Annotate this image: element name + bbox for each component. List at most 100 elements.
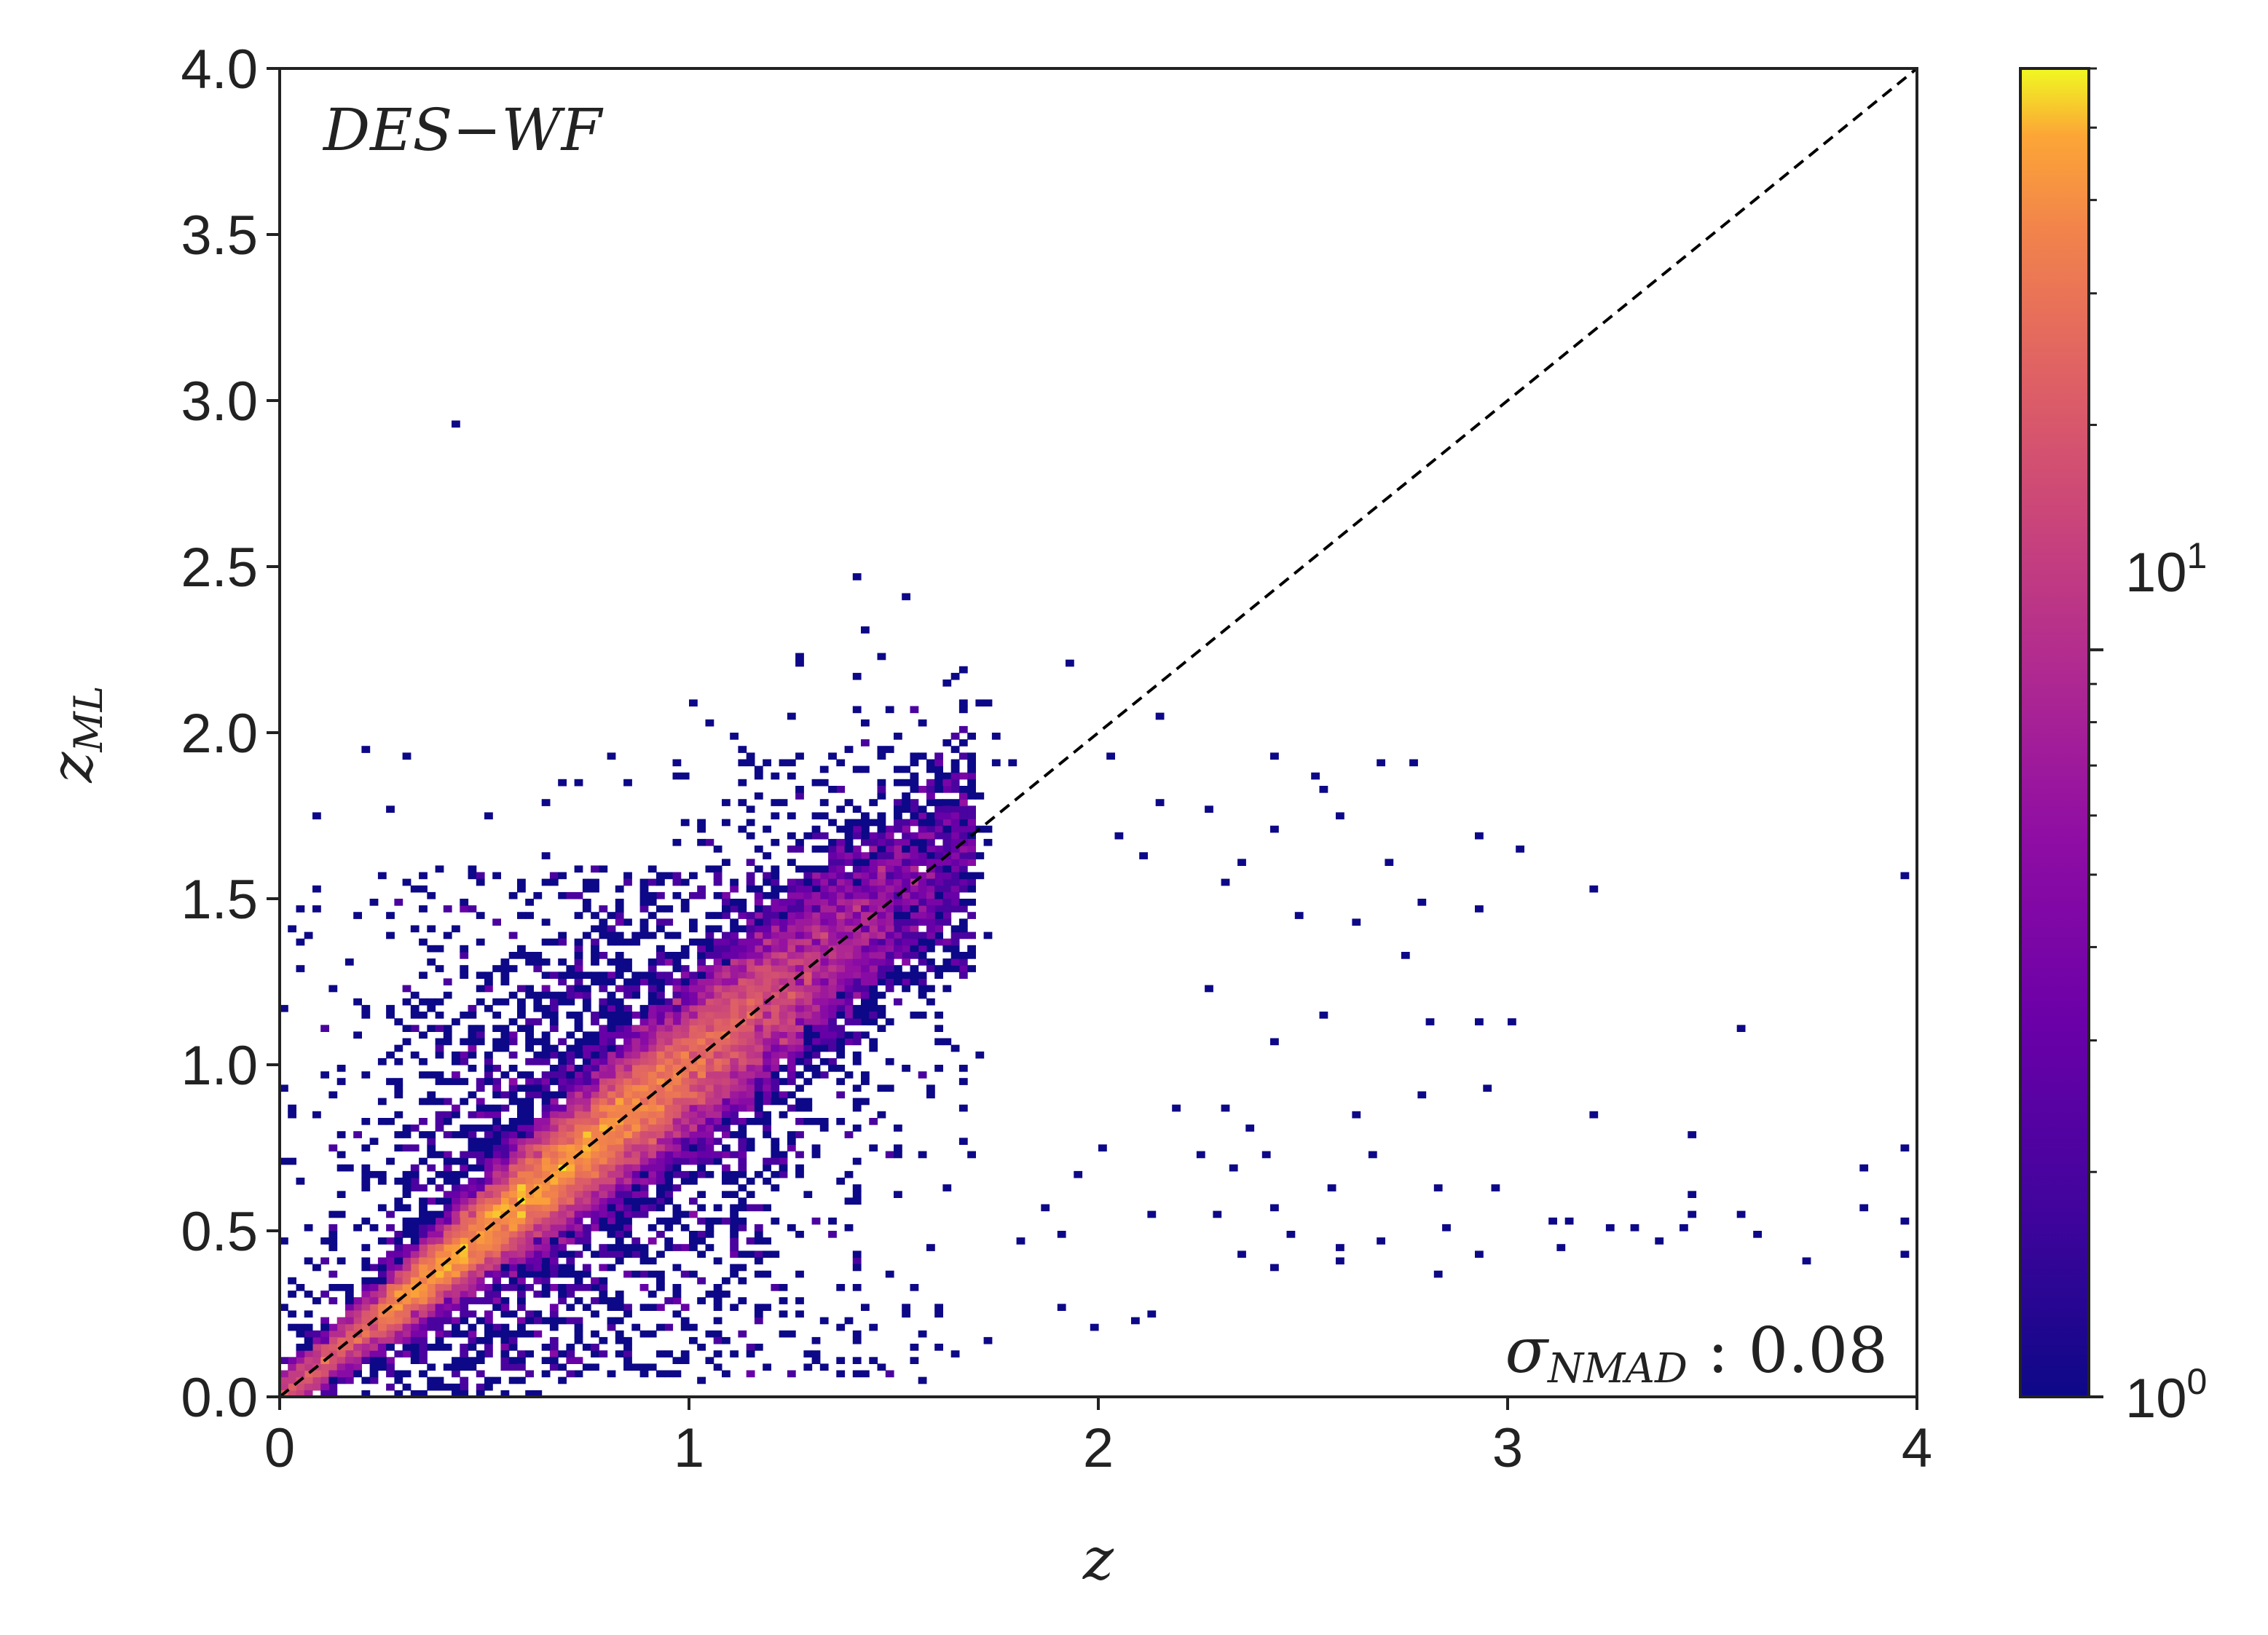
- heatmap-cell: [910, 859, 919, 866]
- heatmap-cell: [476, 1210, 485, 1218]
- heatmap-cell: [656, 1038, 665, 1046]
- heatmap-cell: [296, 938, 305, 946]
- heatmap-cell: [549, 1098, 559, 1106]
- heatmap-cell: [296, 1363, 305, 1371]
- heatmap-cell: [787, 918, 796, 926]
- heatmap-cell: [656, 1018, 665, 1025]
- heatmap-cell: [566, 1357, 575, 1364]
- heatmap-cell: [1630, 1224, 1639, 1232]
- heatmap-cell: [1433, 1184, 1443, 1191]
- heatmap-cell: [599, 1204, 608, 1212]
- heatmap-cell: [484, 1164, 493, 1172]
- heatmap-cell: [795, 885, 804, 893]
- heatmap-cell: [517, 1357, 526, 1364]
- heatmap-cell: [730, 1065, 739, 1072]
- heatmap-cell: [885, 1151, 894, 1159]
- heatmap-cell: [607, 1057, 616, 1065]
- heatmap-cell: [689, 978, 698, 986]
- heatmap-cell: [427, 1310, 436, 1318]
- heatmap-cell: [369, 1330, 379, 1338]
- heatmap-cell: [958, 799, 968, 806]
- heatmap-cell: [582, 1138, 591, 1145]
- heatmap-cell: [738, 1164, 747, 1172]
- heatmap-cell: [647, 899, 657, 906]
- heatmap-cell: [517, 1210, 526, 1218]
- heatmap-cell: [361, 1264, 371, 1272]
- heatmap-cell: [1417, 1091, 1427, 1099]
- heatmap-cell: [492, 1257, 501, 1265]
- heatmap-cell: [722, 1044, 731, 1052]
- heatmap-cell: [533, 998, 543, 1006]
- heatmap-cell: [958, 899, 968, 906]
- heatmap-cell: [869, 985, 878, 993]
- heatmap-cell: [819, 998, 829, 1006]
- heatmap-cell: [328, 1363, 338, 1371]
- heatmap-cell: [844, 985, 854, 993]
- heatmap-cell: [811, 865, 821, 873]
- heatmap-cell: [656, 1204, 665, 1212]
- heatmap-cell: [402, 1244, 412, 1251]
- heatmap-cell: [484, 1078, 493, 1085]
- heatmap-cell: [452, 925, 460, 933]
- heatmap-cell: [852, 978, 862, 986]
- heatmap-cell: [591, 925, 599, 933]
- heatmap-cell: [369, 1350, 379, 1358]
- heatmap-cell: [304, 1323, 313, 1331]
- heatmap-cell: [419, 1217, 428, 1225]
- heatmap-cell: [377, 1098, 387, 1106]
- heatmap-cell: [468, 1224, 477, 1232]
- heatmap-cell: [566, 1131, 575, 1138]
- heatmap-cell: [419, 1336, 428, 1344]
- heatmap-cell: [746, 1237, 755, 1245]
- heatmap-cell: [599, 1170, 608, 1178]
- heatmap-cell: [452, 1184, 460, 1191]
- heatmap-cell: [639, 1044, 649, 1052]
- heatmap-cell: [754, 885, 763, 893]
- heatmap-cell: [697, 1111, 706, 1119]
- heatmap-cell: [623, 1344, 632, 1351]
- heatmap-cell: [533, 1084, 543, 1092]
- heatmap-cell: [541, 1197, 551, 1205]
- heatmap-cell: [713, 925, 722, 933]
- heatmap-cell: [885, 832, 894, 840]
- heatmap-cell: [738, 1250, 747, 1258]
- heatmap-cell: [869, 872, 878, 880]
- heatmap-cell: [819, 872, 829, 880]
- heatmap-cell: [942, 859, 952, 866]
- heatmap-cell: [615, 1304, 624, 1311]
- heatmap-cell: [983, 699, 993, 707]
- heatmap-cell: [910, 885, 919, 893]
- heatmap-cell: [967, 779, 976, 787]
- heatmap-cell: [386, 805, 395, 813]
- heatmap-cell: [942, 912, 952, 919]
- heatmap-cell: [672, 1170, 682, 1178]
- heatmap-cell: [476, 1124, 485, 1132]
- heatmap-cell: [533, 1078, 543, 1085]
- heatmap-cell: [819, 965, 829, 972]
- heatmap-cell: [819, 878, 829, 886]
- heatmap-cell: [730, 1031, 739, 1039]
- heatmap-cell: [918, 891, 927, 899]
- heatmap-cell: [664, 1012, 674, 1019]
- heatmap-cell: [517, 1191, 526, 1198]
- heatmap-cell: [386, 1257, 395, 1265]
- heatmap-cell: [549, 1184, 559, 1191]
- heatmap-cell: [525, 1071, 534, 1079]
- heatmap-cell: [795, 978, 804, 986]
- heatmap-cell: [811, 885, 821, 893]
- heatmap-cell: [844, 1131, 854, 1138]
- heatmap-cell: [746, 1084, 755, 1092]
- heatmap-cell: [647, 1038, 657, 1046]
- heatmap-cell: [722, 899, 731, 906]
- heatmap-cell: [468, 905, 477, 913]
- heatmap-cell: [500, 1390, 510, 1397]
- heatmap-cell: [705, 952, 714, 959]
- heatmap-cell: [402, 1257, 412, 1265]
- heatmap-cell: [942, 899, 952, 906]
- heatmap-cell: [811, 1018, 821, 1025]
- heatmap-cell: [525, 912, 534, 919]
- heatmap-cell: [410, 1390, 420, 1397]
- heatmap-cell: [656, 1270, 665, 1278]
- heatmap-cell: [787, 885, 796, 893]
- heatmap-cell: [574, 985, 583, 993]
